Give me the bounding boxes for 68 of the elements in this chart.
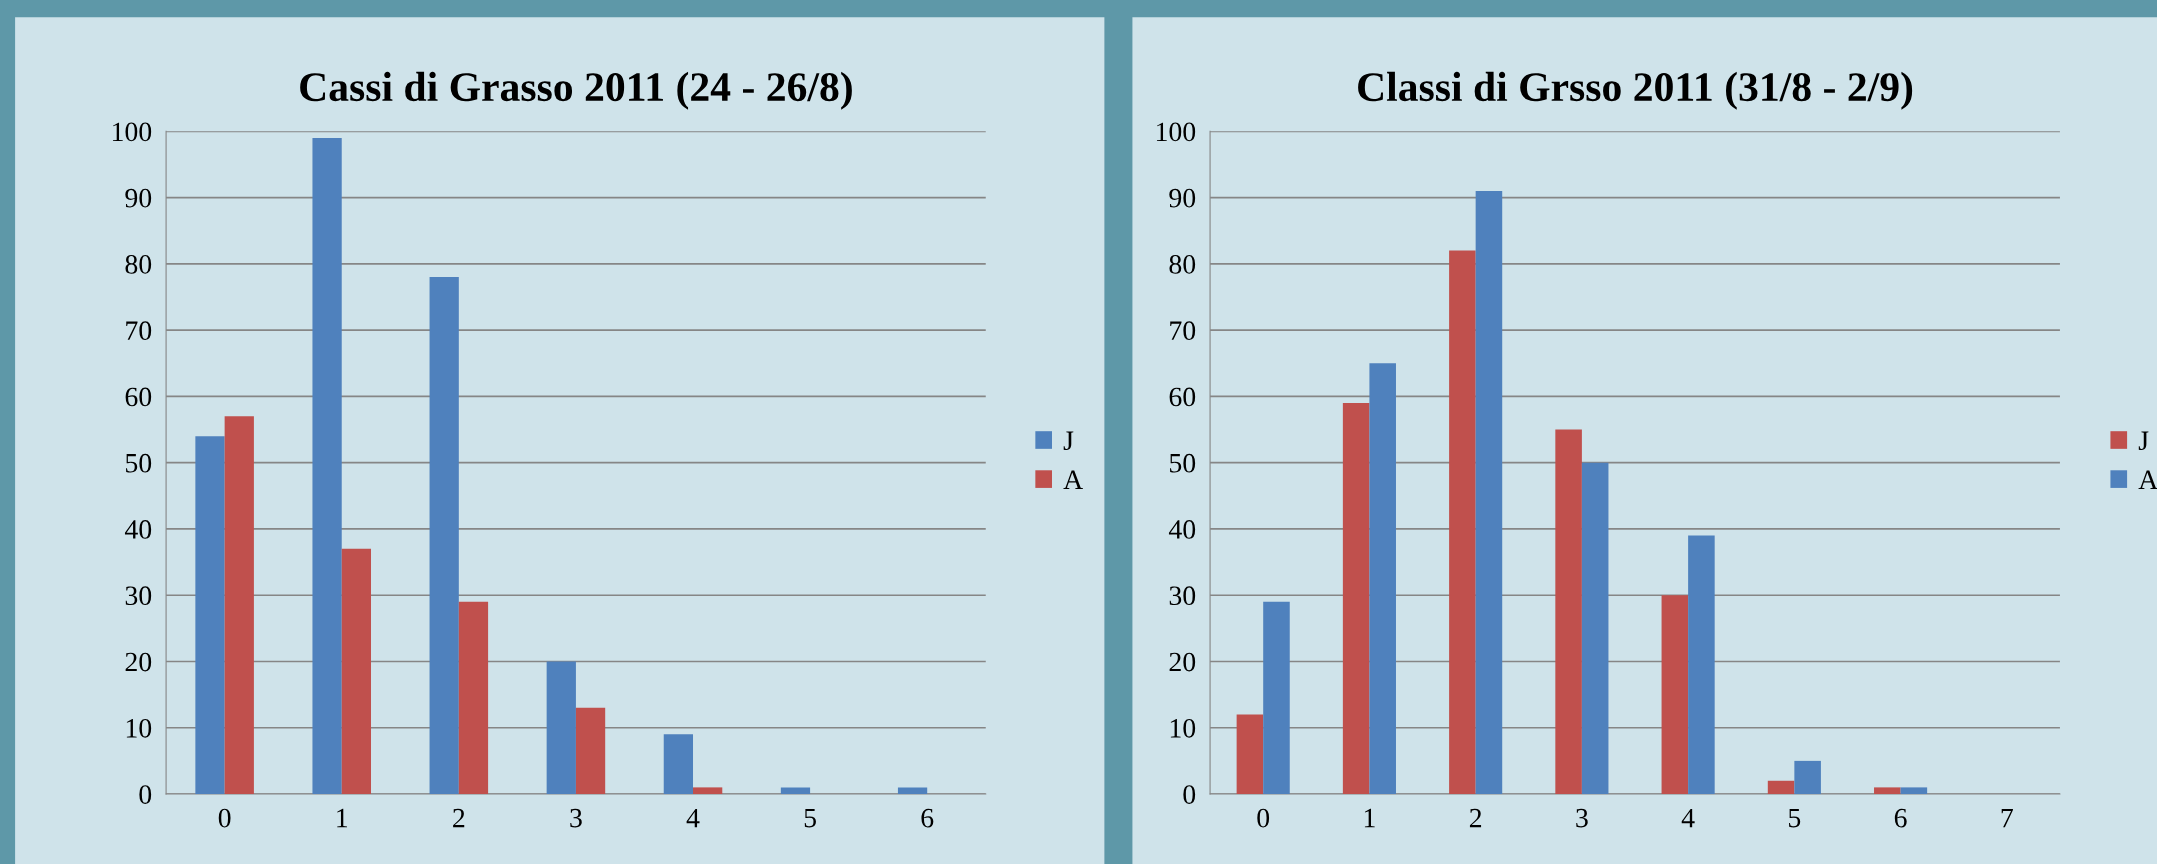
x-tick-label: 4 [1681,808,1695,828]
chart-title: Classi di Grsso 2011 (31/8 - 2/9) [1358,71,1913,110]
bar [693,787,723,795]
bar [1661,595,1689,795]
bar [1767,780,1795,795]
y-tick-label: 10 [1170,718,1196,738]
bar [1688,535,1715,795]
bar [1475,190,1503,795]
chart-title: Cassi di Grasso 2011 (24 - 26/8) [300,71,852,110]
bar [224,416,254,795]
x-tick-label: 0 [1257,808,1270,828]
y-tick-label: 30 [1169,586,1196,606]
bar [1555,429,1582,795]
x-tick-label: 6 [921,808,934,828]
bar [341,548,371,795]
y-tick-label: 90 [1169,188,1196,208]
y-tick-label: 20 [125,652,152,672]
bar [1236,714,1264,795]
bar [1342,403,1370,795]
bar [897,787,928,795]
y-tick-label: 0 [1183,785,1196,804]
x-tick-label: 6 [1894,808,1907,828]
legend-label: J [2138,431,2149,451]
y-tick-label: 80 [125,255,152,274]
bar [1581,462,1609,795]
bar [1900,787,1928,795]
legend-label: A [1063,470,1083,489]
y-tick-label: 60 [1169,387,1196,407]
y-tick-label: 0 [139,785,152,804]
bar [780,787,811,795]
x-tick-label: 7 [2001,808,2013,828]
x-tick-label: 3 [1576,808,1588,828]
y-tick-label: 50 [1170,453,1196,473]
x-tick-label: 1 [337,808,348,828]
y-tick-label: 40 [1168,520,1196,539]
x-tick-label: 1 [1364,808,1375,828]
bar [312,137,342,795]
y-tick-label: 40 [124,520,152,539]
bar [1369,363,1396,795]
bar [546,661,576,795]
y-tick-label: 30 [125,586,152,606]
legend-label: J [1063,431,1074,451]
bar [458,601,489,795]
bar [429,277,459,795]
x-tick-label: 3 [570,808,582,828]
y-tick-label: 60 [125,387,152,407]
y-tick-label: 90 [125,188,152,208]
bar [1263,601,1290,795]
y-tick-label: 10 [126,718,152,738]
y-tick-label: 70 [126,321,152,341]
bar [1794,760,1821,795]
y-tick-label: 50 [126,453,152,473]
y-tick-label: 80 [1169,255,1196,274]
bar [1449,250,1476,795]
x-tick-label: 0 [218,808,231,828]
y-tick-label: 70 [1170,321,1196,341]
x-tick-label: 5 [804,808,816,828]
x-tick-label: 5 [1789,808,1801,828]
bar [195,436,225,795]
y-tick-label: 100 [112,122,152,142]
x-tick-label: 4 [686,808,700,828]
y-tick-label: 20 [1169,652,1196,672]
x-tick-label: 2 [453,808,465,828]
y-tick-label: 100 [1156,122,1196,142]
bar [575,707,606,795]
x-tick-label: 2 [1469,808,1482,828]
bar [1874,787,1901,795]
bar [663,734,694,795]
